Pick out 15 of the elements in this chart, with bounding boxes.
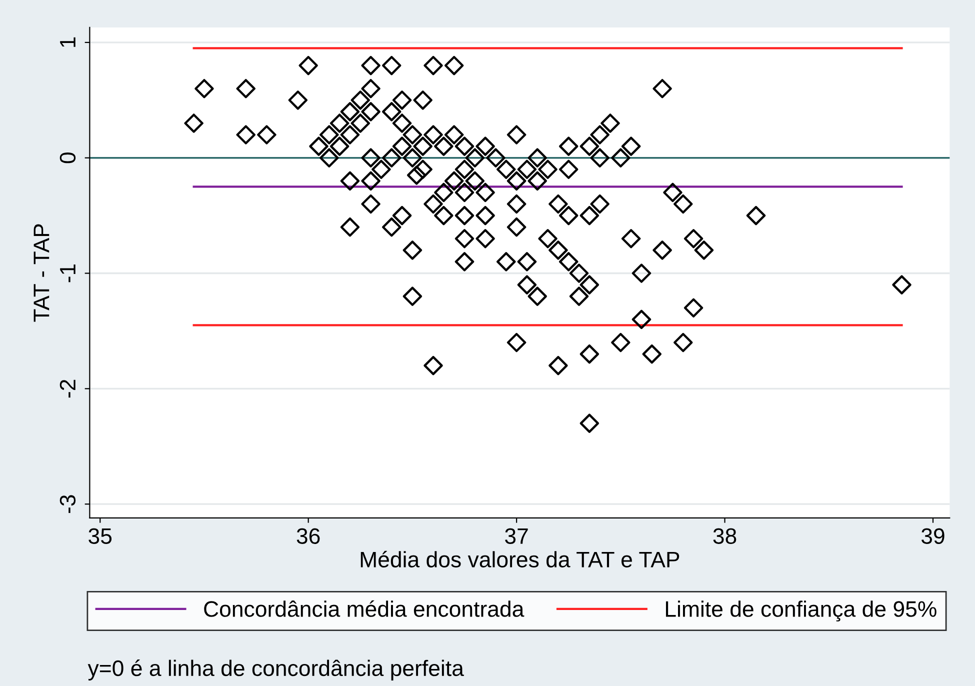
x-axis-title: Média dos valores da TAT e TAP (360, 550, 680, 568)
x-tick-label: 35 (88, 528, 112, 544)
text: y=0 é a linha de concordância perfeita (88, 660, 464, 681)
legend-label: Limite de confiança de 95% (666, 600, 936, 622)
x-tick-label: 39 (921, 528, 944, 544)
y-tick-label: -3 (60, 495, 76, 513)
y-tick-label: -2 (60, 380, 76, 398)
y-axis-title: TAT - TAP (34, 224, 50, 322)
y-tick-label: 0 (60, 152, 76, 164)
x-tick-label: 36 (296, 528, 320, 544)
legend-label: Concordância média encontrada (204, 600, 524, 617)
x-tick-label: 38 (713, 528, 736, 544)
y-tick-label: 1 (60, 37, 76, 47)
y-tick-label: -1 (60, 264, 76, 282)
x-tick-label: 37 (505, 528, 528, 544)
